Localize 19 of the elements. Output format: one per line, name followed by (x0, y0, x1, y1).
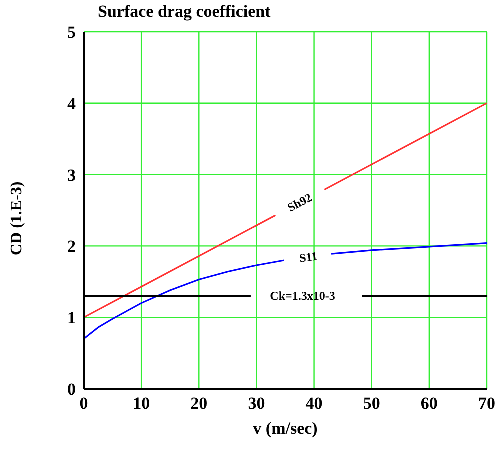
x-tick-label: 20 (190, 394, 208, 414)
y-tick-label: 3 (68, 166, 76, 185)
text: S11 (298, 249, 318, 266)
y-axis-title: CD (1.E-3) (8, 182, 26, 256)
y-tick-label: 4 (68, 94, 76, 114)
x-tick-label: 70 (478, 394, 496, 414)
y-tick-label: 2 (68, 237, 76, 256)
x-tick-label: 40 (306, 394, 323, 414)
x-tick-label: 10 (133, 394, 150, 414)
x-tick-label: 30 (248, 394, 266, 414)
text: Sh92 (285, 190, 314, 215)
x-tick-label: 0 (80, 394, 88, 414)
y-tick-label: 0 (68, 380, 76, 400)
y-tick-label: 5 (68, 23, 76, 42)
chart-title: Surface drag coefficient (98, 2, 271, 22)
x-tick-label: 50 (363, 394, 380, 414)
x-tick-label: 60 (420, 394, 438, 414)
x-axis-title: v (m/sec) (253, 419, 318, 438)
y-tick-label: 1 (68, 308, 76, 328)
